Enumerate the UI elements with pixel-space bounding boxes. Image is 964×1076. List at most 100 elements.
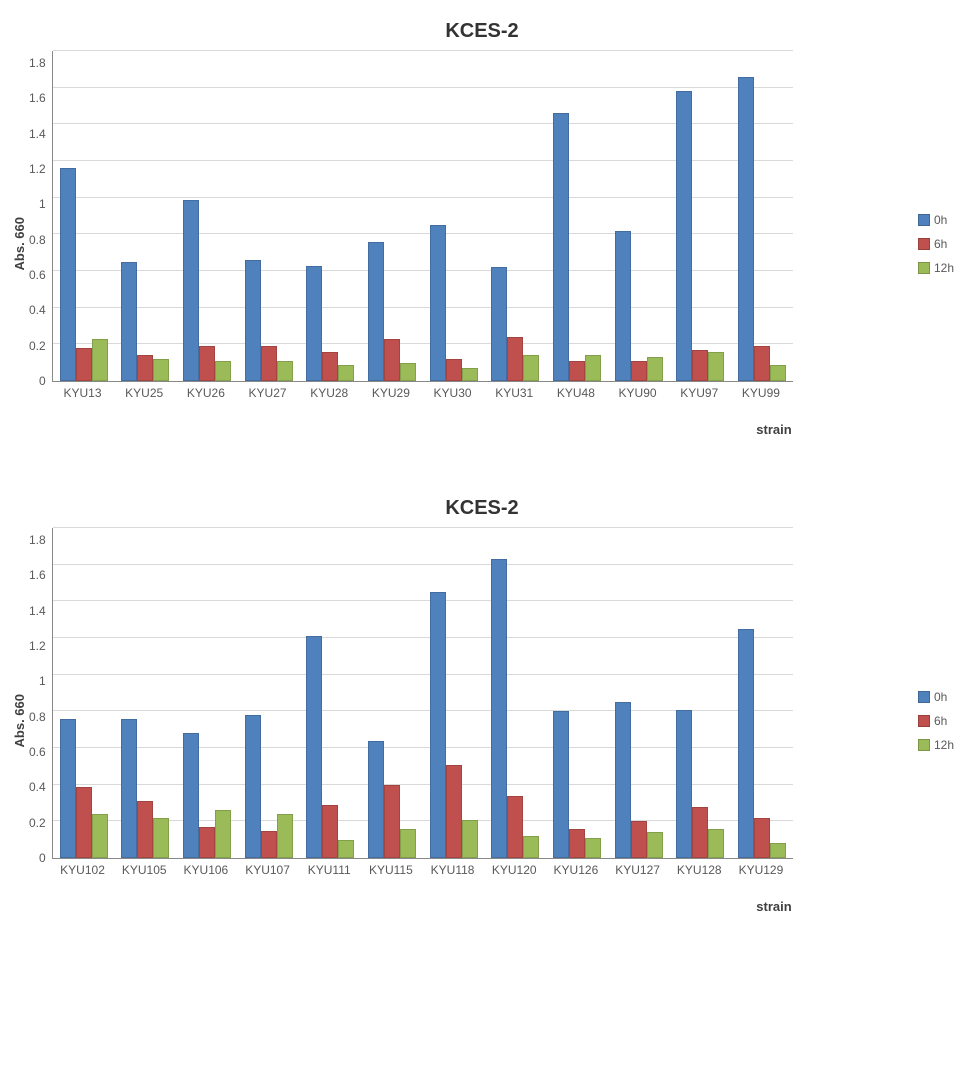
bar xyxy=(553,711,569,858)
x-tick-label: KYU29 xyxy=(360,386,422,400)
legend-label: 6h xyxy=(934,237,947,251)
bar-group xyxy=(423,225,485,381)
plot-wrap: KYU13KYU25KYU26KYU27KYU28KYU29KYU30KYU31… xyxy=(52,51,904,437)
x-tick-label: KYU111 xyxy=(298,863,360,877)
bar-group xyxy=(546,711,608,858)
bar xyxy=(183,200,199,382)
legend-swatch xyxy=(918,214,930,226)
bar xyxy=(523,355,539,381)
bar-group xyxy=(731,77,793,381)
bar xyxy=(76,787,92,859)
bar xyxy=(631,361,647,381)
y-tick-label: 0.4 xyxy=(29,781,46,793)
legend-item: 0h xyxy=(918,213,954,227)
y-tick-label: 0.8 xyxy=(29,711,46,723)
y-tick-label: 0.8 xyxy=(29,234,46,246)
legend-swatch xyxy=(918,715,930,727)
legend-label: 12h xyxy=(934,738,954,752)
x-tick-label: KYU97 xyxy=(668,386,730,400)
bar xyxy=(569,361,585,381)
y-axis-label: Abs. 660 xyxy=(10,694,29,747)
bar-group xyxy=(731,629,793,858)
y-tick-label: 0 xyxy=(39,375,46,387)
y-tick-label: 1 xyxy=(39,198,46,210)
bar xyxy=(585,355,601,381)
bar xyxy=(245,260,261,381)
y-tick-label: 1 xyxy=(39,675,46,687)
bar xyxy=(708,829,724,858)
x-axis-ticks: KYU102KYU105KYU106KYU107KYU111KYU115KYU1… xyxy=(52,863,792,877)
bar xyxy=(692,807,708,858)
bar-group xyxy=(114,262,176,381)
bar xyxy=(770,843,786,858)
bar xyxy=(770,365,786,382)
bar xyxy=(400,363,416,381)
bar xyxy=(507,796,523,858)
legend: 0h 6h 12h xyxy=(904,690,954,752)
y-tick-label: 0.2 xyxy=(29,340,46,352)
x-axis-label: strain xyxy=(52,422,802,437)
bar xyxy=(277,361,293,381)
bar-group xyxy=(114,719,176,858)
bar xyxy=(368,741,384,858)
bar xyxy=(462,368,478,381)
legend-item: 6h xyxy=(918,714,954,728)
legend-label: 6h xyxy=(934,714,947,728)
plot-wrap: KYU102KYU105KYU106KYU107KYU111KYU115KYU1… xyxy=(52,528,904,914)
y-tick-label: 1.4 xyxy=(29,128,46,140)
bar xyxy=(676,710,692,859)
bar xyxy=(121,262,137,381)
bar xyxy=(553,113,569,381)
bar xyxy=(615,231,631,381)
bar xyxy=(338,840,354,858)
bar xyxy=(400,829,416,858)
bar xyxy=(137,801,153,858)
bar-group xyxy=(484,267,546,381)
chart-title: KCES-2 xyxy=(10,497,954,520)
y-axis-label: Abs. 660 xyxy=(10,217,29,270)
legend-swatch xyxy=(918,262,930,274)
chart-row: Abs. 6601.81.61.41.210.80.60.40.20KYU13K… xyxy=(10,51,954,437)
x-tick-label: KYU128 xyxy=(668,863,730,877)
bar-group xyxy=(608,702,670,858)
bar xyxy=(338,365,354,382)
x-tick-label: KYU30 xyxy=(422,386,484,400)
bar xyxy=(676,91,692,381)
bar-group xyxy=(53,168,115,381)
legend-label: 12h xyxy=(934,261,954,275)
bar xyxy=(183,733,199,858)
chart-block: KCES-2Abs. 6601.81.61.41.210.80.60.40.20… xyxy=(10,497,954,914)
bar xyxy=(368,242,384,381)
bar xyxy=(76,348,92,381)
bar-group xyxy=(423,592,485,858)
bar xyxy=(215,361,231,381)
bar xyxy=(92,814,108,858)
legend-item: 0h xyxy=(918,690,954,704)
bar xyxy=(322,805,338,858)
bar-group xyxy=(669,91,731,381)
bar-groups xyxy=(53,51,793,381)
x-tick-label: KYU102 xyxy=(52,863,114,877)
bar xyxy=(430,225,446,381)
bar xyxy=(430,592,446,858)
bar xyxy=(631,821,647,858)
y-tick-label: 1.2 xyxy=(29,640,46,652)
bar-group xyxy=(299,266,361,382)
x-tick-label: KYU26 xyxy=(175,386,237,400)
y-tick-label: 0 xyxy=(39,852,46,864)
y-tick-label: 1.2 xyxy=(29,163,46,175)
chart-block: KCES-2Abs. 6601.81.61.41.210.80.60.40.20… xyxy=(10,20,954,437)
plot-area xyxy=(52,528,793,859)
bar xyxy=(153,359,169,381)
bar xyxy=(446,765,462,859)
bar xyxy=(615,702,631,858)
bar-group xyxy=(546,113,608,381)
bar xyxy=(92,339,108,381)
bar xyxy=(738,629,754,858)
legend-swatch xyxy=(918,238,930,250)
y-tick-label: 1.8 xyxy=(29,534,46,546)
bar xyxy=(384,785,400,858)
bar xyxy=(215,810,231,858)
bar xyxy=(199,346,215,381)
x-tick-label: KYU120 xyxy=(483,863,545,877)
